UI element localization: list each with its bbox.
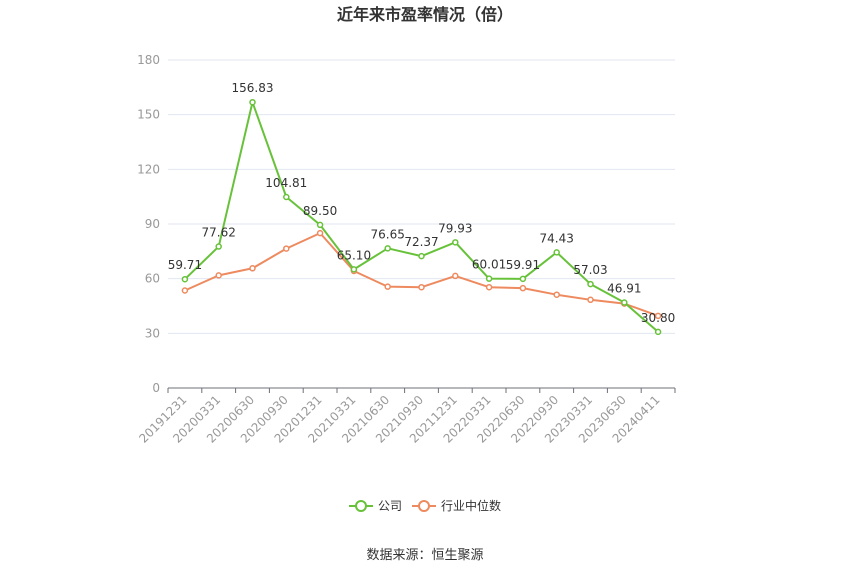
data-point-1[interactable] (553, 291, 560, 298)
data-point-1[interactable] (384, 283, 391, 290)
data-label: 77.62 (202, 226, 236, 240)
legend-label-company: 公司 (378, 499, 402, 513)
data-point-1[interactable] (452, 272, 459, 280)
data-label: 156.83 (232, 81, 274, 95)
chart-title: 近年来市盈率情况（倍） (337, 5, 513, 24)
legend-label-industry: 行业中位数 (441, 498, 501, 513)
y-tick-label: 90 (145, 217, 160, 231)
data-label: 57.03 (573, 263, 607, 277)
data-label: 79.93 (438, 221, 472, 235)
data-point-1[interactable] (283, 245, 290, 252)
y-axis: 0 30 60 90 120 150 180 (137, 53, 160, 395)
data-point-0[interactable] (621, 299, 628, 306)
data-point-1[interactable] (215, 272, 222, 279)
y-tick-label: 30 (145, 326, 160, 340)
data-point-1[interactable] (587, 296, 594, 304)
data-label: 104.81 (265, 176, 307, 190)
y-tick-label: 150 (137, 108, 160, 122)
data-label: 46.91 (607, 282, 641, 296)
legend-marker-company (355, 500, 367, 512)
data-point-1[interactable] (181, 287, 189, 294)
legend[interactable]: 公司 行业中位数 (349, 498, 501, 513)
data-point-0[interactable] (350, 266, 358, 273)
data-point-1[interactable] (249, 265, 256, 272)
data-label: 72.37 (404, 235, 438, 249)
data-label: 89.50 (303, 204, 337, 218)
data-point-1[interactable] (519, 284, 527, 292)
data-label: 60.01 (472, 258, 506, 272)
data-label: 59.71 (168, 258, 202, 272)
data-point-0[interactable] (283, 193, 290, 201)
data-source: 数据来源：恒生聚源 (366, 548, 483, 563)
data-label: 30.80 (641, 311, 675, 325)
data-labels: 59.71 77.62 156.83 104.81 89.50 65.1076.6572.… (168, 81, 676, 325)
data-point-1[interactable] (654, 312, 662, 320)
data-point-0[interactable] (384, 245, 391, 252)
data-label: 74.43 (540, 231, 574, 245)
data-point-0[interactable] (316, 221, 324, 229)
data-label: 59.91 (506, 258, 540, 272)
data-point-1[interactable] (418, 283, 425, 291)
y-tick-label: 60 (145, 272, 160, 286)
series-line-0 (184, 101, 659, 333)
x-axis: 2019123120200331202006302020093020201231… (136, 387, 676, 446)
data-point-1[interactable] (485, 283, 493, 291)
data-point-0[interactable] (181, 275, 189, 283)
legend-marker-industry (418, 500, 430, 512)
y-tick-label: 180 (137, 53, 160, 67)
grid-lines (168, 59, 675, 334)
data-point-0[interactable] (215, 243, 222, 250)
data-point-0[interactable] (553, 249, 560, 256)
data-point-0[interactable] (654, 328, 662, 336)
y-tick-label: 120 (137, 162, 160, 176)
data-label: 76.65 (371, 227, 405, 241)
y-tick-label: 0 (152, 381, 160, 395)
data-point-0[interactable] (587, 280, 594, 288)
data-point-0[interactable] (249, 98, 256, 106)
series-layer (181, 98, 662, 336)
data-point-1[interactable] (316, 229, 324, 237)
data-point-0[interactable] (519, 275, 527, 283)
data-point-0[interactable] (418, 252, 425, 260)
legend-item-industry-median[interactable]: 行业中位数 (412, 498, 501, 513)
data-point-0[interactable] (485, 275, 493, 282)
data-point-0[interactable] (452, 239, 459, 246)
data-label: 65.10 (337, 248, 371, 262)
legend-item-company[interactable]: 公司 (349, 499, 402, 513)
